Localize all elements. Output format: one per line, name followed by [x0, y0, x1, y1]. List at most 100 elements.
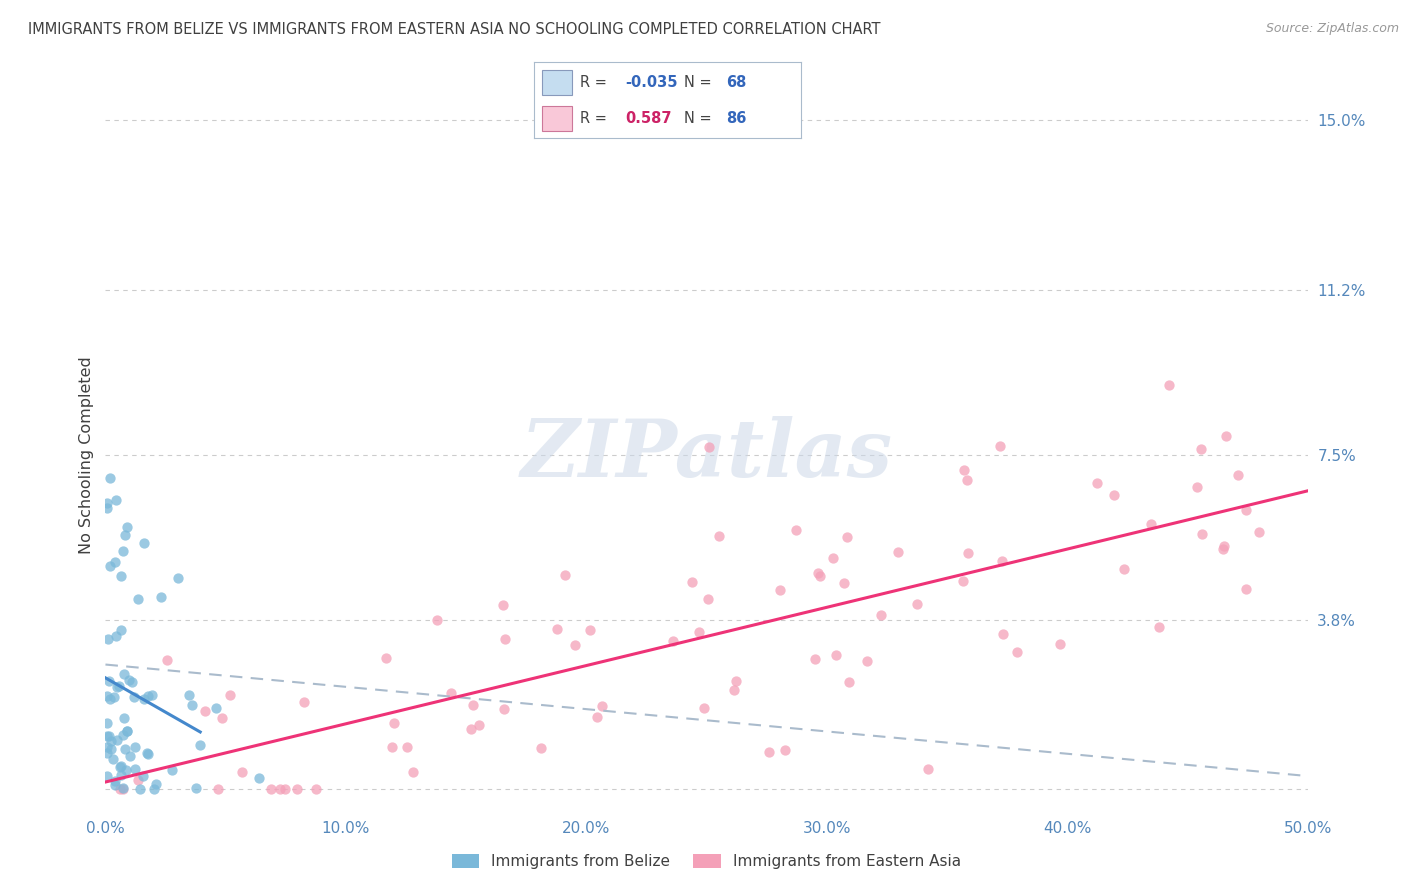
- Point: [134, 692, 156, 706]
- Point: [887, 545, 910, 559]
- Point: [100, 742, 122, 756]
- Text: IMMIGRANTS FROM BELIZE VS IMMIGRANTS FROM EASTERN ASIA NO SCHOOLING COMPLETED CO: IMMIGRANTS FROM BELIZE VS IMMIGRANTS FRO…: [28, 22, 880, 37]
- Point: [100, 734, 122, 748]
- Point: [98, 559, 121, 574]
- Point: [546, 622, 568, 636]
- Point: [460, 722, 482, 736]
- Point: [1189, 442, 1212, 457]
- Point: [274, 782, 297, 797]
- Point: [1102, 488, 1125, 502]
- Point: [1247, 525, 1270, 540]
- Point: [492, 598, 515, 612]
- Point: [838, 675, 860, 690]
- Point: [96, 730, 118, 744]
- Point: [103, 690, 125, 704]
- Point: [579, 623, 602, 637]
- Point: [856, 653, 879, 667]
- Point: [952, 574, 974, 589]
- Text: -0.035: -0.035: [626, 75, 678, 90]
- Point: [96, 715, 118, 730]
- Point: [803, 652, 825, 666]
- Point: [211, 711, 233, 725]
- Text: 68: 68: [727, 75, 747, 90]
- Point: [96, 496, 118, 510]
- Point: [104, 778, 127, 792]
- Point: [1147, 620, 1170, 634]
- Point: [1049, 636, 1071, 650]
- Point: [681, 574, 703, 589]
- Point: [530, 741, 553, 756]
- Point: [117, 724, 139, 739]
- Point: [1212, 542, 1234, 557]
- Point: [110, 569, 132, 583]
- Point: [98, 691, 121, 706]
- Point: [112, 782, 135, 797]
- Bar: [543, 105, 572, 130]
- Point: [118, 748, 141, 763]
- Point: [1187, 480, 1209, 494]
- Point: [117, 673, 139, 688]
- Point: [1215, 429, 1237, 443]
- Point: [1114, 562, 1136, 576]
- Point: [1234, 582, 1257, 597]
- Point: [132, 769, 155, 783]
- Point: [188, 738, 211, 752]
- Point: [375, 651, 398, 665]
- Point: [149, 591, 172, 605]
- Point: [145, 777, 167, 791]
- Point: [402, 765, 425, 780]
- Point: [186, 780, 208, 795]
- Point: [693, 701, 716, 715]
- Point: [835, 530, 858, 544]
- Point: [218, 689, 240, 703]
- Text: ZIPatlas: ZIPatlas: [520, 417, 893, 493]
- Point: [956, 474, 979, 488]
- Point: [129, 782, 152, 797]
- Point: [194, 704, 217, 718]
- Point: [110, 759, 132, 773]
- Legend: Immigrants from Belize, Immigrants from Eastern Asia: Immigrants from Belize, Immigrants from …: [446, 848, 967, 875]
- Point: [988, 439, 1011, 453]
- Point: [1005, 644, 1028, 658]
- Point: [396, 739, 419, 754]
- Point: [285, 782, 308, 797]
- Point: [769, 583, 792, 598]
- Point: [725, 674, 748, 689]
- Point: [869, 608, 891, 623]
- Point: [823, 551, 845, 566]
- Point: [105, 680, 128, 694]
- Point: [494, 702, 516, 716]
- Point: [697, 591, 720, 606]
- Point: [105, 733, 128, 747]
- Point: [461, 698, 484, 712]
- Point: [108, 782, 131, 797]
- Point: [956, 546, 979, 560]
- Point: [824, 648, 846, 662]
- Point: [96, 689, 118, 703]
- Point: [494, 632, 516, 646]
- Point: [907, 597, 929, 611]
- Point: [98, 729, 121, 743]
- Point: [97, 674, 120, 689]
- Point: [1234, 502, 1257, 516]
- Point: [114, 528, 136, 542]
- Point: [122, 690, 145, 704]
- Point: [112, 780, 135, 795]
- Point: [143, 782, 166, 797]
- Point: [260, 782, 283, 797]
- Point: [1227, 468, 1250, 483]
- Point: [177, 688, 200, 702]
- Point: [991, 554, 1014, 568]
- Point: [204, 701, 226, 715]
- Point: [231, 764, 253, 779]
- Point: [110, 768, 132, 782]
- Point: [808, 569, 831, 583]
- Point: [688, 625, 710, 640]
- Point: [292, 695, 315, 709]
- Point: [104, 629, 127, 643]
- Point: [247, 771, 270, 785]
- Point: [115, 520, 138, 534]
- Point: [207, 782, 229, 797]
- Point: [697, 440, 720, 454]
- Point: [114, 763, 136, 777]
